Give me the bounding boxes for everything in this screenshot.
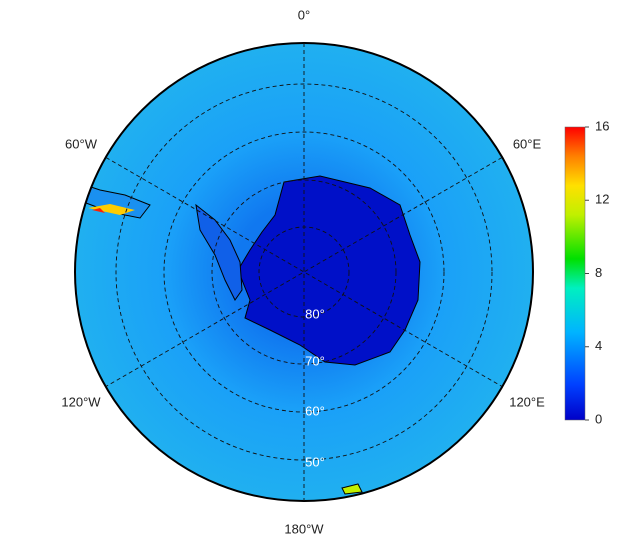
lat-label: 60° xyxy=(305,403,325,418)
lon-label: 180°W xyxy=(284,521,324,536)
lon-label: 60°W xyxy=(65,136,98,151)
colorbar xyxy=(564,126,586,421)
lat-label: 50° xyxy=(305,454,325,469)
lat-label: 80° xyxy=(305,306,325,321)
lon-label: 120°W xyxy=(61,394,101,409)
graticule xyxy=(105,43,503,501)
colorbar-tick-label: 12 xyxy=(595,192,609,207)
colorbar-tick-label: 16 xyxy=(595,118,609,133)
map-field xyxy=(75,43,533,501)
colorbar-tick-label: 8 xyxy=(595,265,602,280)
colorbar-tick-label: 4 xyxy=(595,338,602,353)
lon-label: 60°E xyxy=(513,136,542,151)
lat-label: 70° xyxy=(305,353,325,368)
colorbar-tick-label: 0 xyxy=(595,411,602,426)
lon-label: 0° xyxy=(298,7,310,22)
lon-label: 120°E xyxy=(509,394,545,409)
